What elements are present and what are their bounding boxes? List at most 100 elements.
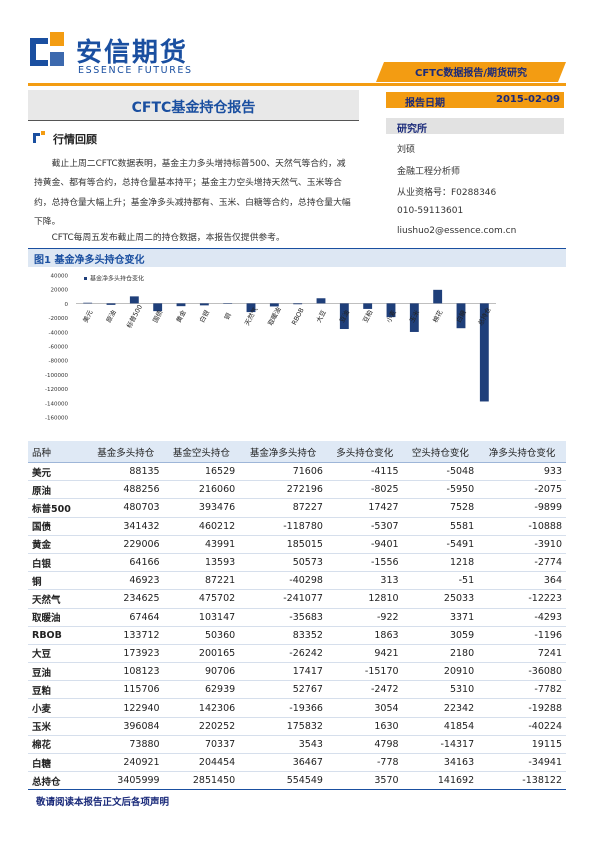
table-cell: -34941 bbox=[478, 753, 566, 773]
title-box bbox=[28, 90, 359, 121]
table-cell: -2472 bbox=[326, 680, 403, 700]
x-tick-label: 铜 bbox=[222, 311, 233, 321]
logo-text-cn: 安信期货 bbox=[76, 38, 189, 68]
table-cell: -3910 bbox=[478, 535, 566, 554]
table-header-cell: 基金空头持仓 bbox=[163, 441, 240, 463]
table-cell: 70337 bbox=[163, 735, 240, 755]
net-long-change-chart: 40000 20000 0 -20000 -40000 -60000 -80000 -1000… bbox=[45, 274, 496, 422]
x-tick-label: 玉米 bbox=[407, 308, 421, 324]
table-cell: 204454 bbox=[163, 753, 240, 773]
bar bbox=[293, 303, 303, 305]
table-cell: -5307 bbox=[326, 517, 403, 536]
report-date-label: 报告日期 bbox=[405, 98, 445, 109]
legend-label: 基金净多头持仓变化 bbox=[90, 275, 144, 283]
table-cell: 7528 bbox=[402, 498, 479, 518]
table-cell: 16529 bbox=[163, 462, 240, 482]
author-name: 刘硕 bbox=[397, 145, 416, 155]
report-date-box bbox=[386, 92, 564, 108]
table-row-label: 铜 bbox=[28, 571, 88, 591]
table-row: 原油 488256 216060 272196 -8025 -5950 -2075 bbox=[28, 480, 566, 500]
bar bbox=[316, 298, 326, 304]
bar bbox=[246, 303, 256, 313]
table-cell: 460212 bbox=[163, 517, 240, 536]
table-cell: 41854 bbox=[402, 717, 479, 736]
table-cell: 1218 bbox=[402, 553, 479, 573]
y-tick-label: -20000 bbox=[49, 316, 69, 322]
table-cell: 173923 bbox=[88, 644, 164, 664]
table-cell: -51 bbox=[402, 571, 479, 591]
section-bullet-icon bbox=[33, 131, 45, 143]
table-header-cell: 品种 bbox=[28, 441, 88, 463]
table-cell: -7782 bbox=[478, 680, 566, 700]
x-tick-label: 总持仓 bbox=[476, 305, 493, 327]
table-row: 铜 46923 87221 -40298 313 -51 364 bbox=[28, 571, 566, 591]
table-row: 总持仓 3405999 2851450 554549 3570 141692 -138122 bbox=[28, 771, 566, 791]
table-cell: -5048 bbox=[402, 462, 479, 482]
x-tick-label: 白银 bbox=[197, 308, 211, 324]
table-cell: 5581 bbox=[402, 517, 479, 536]
report-date-value: 2015-02-09 bbox=[496, 94, 560, 105]
table-row: 豆油 108123 90706 17417 -15170 20910 -36080 bbox=[28, 662, 566, 682]
table-cell: 475702 bbox=[163, 589, 240, 609]
table-cell: 341432 bbox=[88, 517, 164, 536]
table-cell: 2851450 bbox=[163, 771, 240, 791]
table-cell: -10888 bbox=[478, 517, 566, 536]
report-title: CFTC基金持仓报告 bbox=[131, 100, 256, 116]
bar bbox=[176, 303, 186, 307]
table-row: 黄金 229006 43991 185015 -9401 -5491 -3910 bbox=[28, 535, 566, 554]
bar bbox=[433, 289, 443, 304]
x-tick-label: 黄金 bbox=[174, 308, 188, 324]
table-cell: -40298 bbox=[239, 571, 327, 591]
table-cell: -35683 bbox=[239, 608, 327, 627]
table-header-row: 品种 基金多头持仓 基金空头持仓 基金净多头持仓 多头持仓变化 空头持仓变化 净多头持仓变化 bbox=[28, 441, 566, 463]
x-tick-label: 豆粕 bbox=[360, 308, 374, 324]
summary-paragraph: 截止上周二CFTC数据表明，基金主力多头增持标普500、天然气等合约，减持黄金、… bbox=[34, 159, 351, 227]
table-cell: 83352 bbox=[239, 626, 327, 645]
y-tick-label: -100000 bbox=[45, 373, 68, 379]
author-email[interactable]: liushuo2@essence.com.cn bbox=[397, 226, 517, 236]
table-cell: 19115 bbox=[478, 735, 566, 755]
header-ribbon-text: CFTC数据报告/期货研究 bbox=[415, 68, 527, 79]
table-cell: 229006 bbox=[88, 535, 164, 554]
table-cell: 115706 bbox=[88, 680, 164, 700]
y-tick-label: -160000 bbox=[45, 416, 68, 422]
table-cell: 17427 bbox=[326, 498, 403, 518]
table-cell: 7241 bbox=[478, 644, 566, 664]
table-cell: 122940 bbox=[88, 698, 164, 718]
table-cell: 200165 bbox=[163, 644, 240, 664]
table-cell: 71606 bbox=[239, 462, 327, 482]
table-cell: 175832 bbox=[239, 717, 327, 736]
table-cell: -15170 bbox=[326, 662, 403, 682]
bar bbox=[199, 303, 209, 306]
y-tick-label: 0 bbox=[65, 302, 69, 308]
table-cell: 313 bbox=[326, 571, 403, 591]
table-cell: 4798 bbox=[326, 735, 403, 755]
table-cell: -118780 bbox=[239, 517, 327, 536]
table-cell: 103147 bbox=[163, 608, 240, 627]
table-cell: 88135 bbox=[88, 462, 164, 482]
table-row-label: 豆粕 bbox=[28, 680, 88, 700]
table-header-cell: 空头持仓变化 bbox=[402, 441, 479, 463]
essence-logo-icon bbox=[30, 32, 64, 66]
table-cell: 25033 bbox=[402, 589, 479, 609]
table-row-label: 大豆 bbox=[28, 644, 88, 664]
table-row-label: 黄金 bbox=[28, 535, 88, 554]
bar bbox=[386, 303, 396, 318]
x-tick-label: RBOB bbox=[290, 306, 306, 326]
table-cell: 488256 bbox=[88, 480, 164, 500]
table-row: 玉米 396084 220252 175832 1630 41854 -40224 bbox=[28, 717, 566, 736]
table-cell: 1863 bbox=[326, 626, 403, 645]
table-cell: -1556 bbox=[326, 553, 403, 573]
table-cell: 43991 bbox=[163, 535, 240, 554]
header-divider bbox=[28, 83, 566, 86]
author-phone: 010-59113601 bbox=[397, 206, 464, 216]
table-cell: 87227 bbox=[239, 498, 327, 518]
table-cell: 396084 bbox=[88, 717, 164, 736]
table-row: RBOB 133712 50360 83352 1863 3059 -1196 bbox=[28, 626, 566, 645]
table-cell: 87221 bbox=[163, 571, 240, 591]
table-cell: 133712 bbox=[88, 626, 164, 645]
table-header-cell: 基金净多头持仓 bbox=[239, 441, 327, 463]
table-cell: -2075 bbox=[478, 480, 566, 500]
x-tick-label: 美元 bbox=[80, 308, 94, 324]
table-row: 豆粕 115706 62939 52767 -2472 5310 -7782 bbox=[28, 680, 566, 700]
